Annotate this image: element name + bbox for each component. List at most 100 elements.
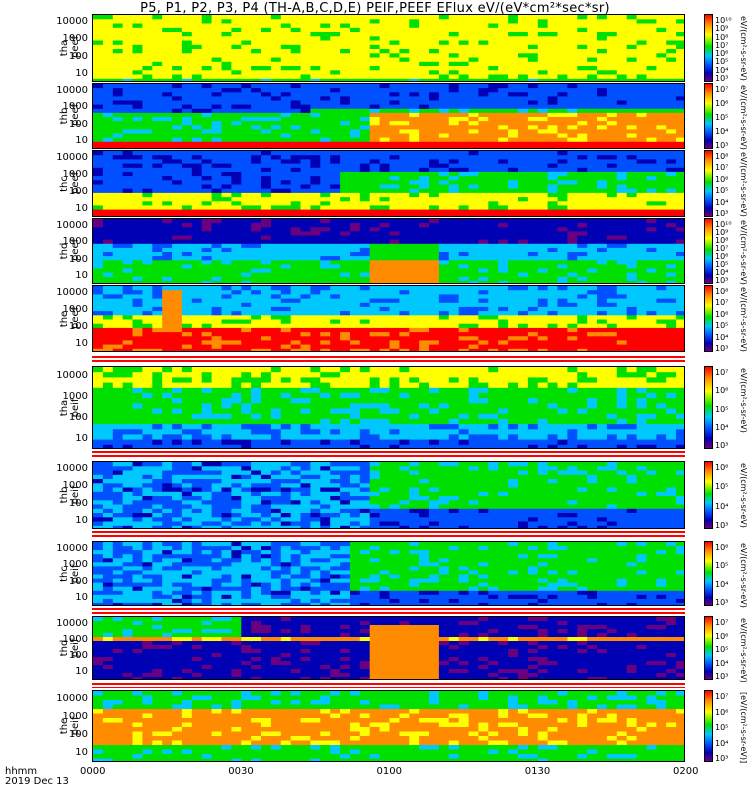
heatmap-cell (369, 227, 381, 232)
heatmap-cell (458, 209, 470, 215)
heatmap-cell (616, 213, 628, 216)
heatmap-cell (261, 201, 272, 207)
heatmap-cell (498, 290, 509, 295)
heatmap-cell (448, 44, 460, 50)
heatmap-cell (527, 19, 539, 25)
heatmap-cell (498, 108, 509, 114)
heatmap-cell (458, 141, 470, 147)
heatmap-cell (359, 163, 371, 169)
heatmap-cell (409, 336, 420, 342)
heatmap-cell (142, 104, 153, 110)
heatmap-cell (181, 223, 193, 228)
heatmap-cell (270, 302, 282, 308)
heatmap-cell (330, 133, 341, 139)
heatmap-cell (251, 88, 262, 93)
heatmap-cell (577, 163, 588, 169)
heatmap-cell (389, 311, 400, 316)
heatmap-cell (419, 53, 430, 59)
heatmap-cell (241, 184, 252, 190)
heatmap-cell (142, 70, 153, 76)
heatmap-cell (211, 184, 223, 190)
heatmap-cell (241, 280, 252, 283)
heatmap-cell (597, 272, 608, 278)
heatmap-cell (468, 15, 480, 20)
heatmap-cell (132, 121, 143, 126)
heatmap-cell (577, 15, 588, 20)
heatmap-cell (547, 155, 559, 160)
heatmap-cell (359, 19, 371, 25)
heatmap-cell (102, 23, 114, 29)
heatmap-cell (93, 344, 104, 350)
heatmap-cell (616, 133, 628, 139)
heatmap-cell (419, 112, 430, 118)
heatmap-cell (241, 315, 252, 321)
heatmap-cell (478, 231, 489, 237)
heatmap-cell (488, 100, 499, 106)
heatmap-cell (320, 49, 331, 54)
heatmap-cell (112, 184, 124, 190)
heatmap-cell (547, 205, 559, 211)
heatmap-cell (102, 104, 114, 110)
heatmap-cell (201, 84, 213, 89)
heatmap-cell (518, 319, 529, 325)
heatmap-cell (438, 235, 450, 241)
heatmap-cell (340, 223, 351, 228)
heatmap-cell (211, 163, 223, 169)
heatmap-cell (577, 145, 588, 148)
heatmap-cell (181, 133, 193, 139)
heatmap-cell (300, 323, 311, 329)
heatmap-cell (676, 336, 684, 342)
heatmap-cell (409, 40, 420, 46)
colorbar-tick-label: 10⁵ (715, 57, 729, 67)
heatmap-cell (201, 276, 213, 282)
heatmap-cell (231, 235, 242, 241)
heatmap-cell (508, 70, 519, 76)
heatmap-cell (261, 332, 272, 337)
heatmap-cell (142, 286, 153, 291)
heatmap-cell (567, 92, 578, 97)
heatmap-cell (438, 32, 450, 37)
heatmap-cell (369, 188, 381, 194)
heatmap-cell (181, 151, 193, 156)
heatmap-cell (152, 176, 163, 181)
colorbar-unit-label: eV/(cm²-s-sr-eV) (739, 85, 748, 150)
heatmap-cell (251, 15, 262, 20)
heatmap-cell (300, 92, 311, 97)
heatmap-cell (290, 268, 302, 274)
heatmap-cell (231, 201, 242, 207)
heatmap-cell (112, 188, 124, 194)
heatmap-cell (438, 15, 450, 20)
heatmap-cell (508, 176, 519, 181)
heatmap-cell (172, 188, 183, 194)
heatmap-cell (527, 44, 539, 50)
heatmap-cell (656, 294, 667, 300)
heatmap-cell (280, 294, 292, 300)
heatmap-cell (429, 167, 440, 173)
heatmap-cell (547, 23, 559, 29)
heatmap-cell (468, 40, 480, 46)
heatmap-cell (93, 315, 104, 321)
heatmap-cell (458, 40, 470, 46)
heatmap-cell (211, 197, 223, 202)
heatmap-cell (468, 155, 480, 160)
heatmap-cell (211, 264, 223, 270)
heatmap-cell (152, 121, 163, 126)
heatmap-cell (488, 171, 499, 177)
heatmap-cell (438, 49, 450, 54)
heatmap-cell (537, 290, 549, 295)
heatmap-cell (438, 176, 450, 181)
heatmap-cell (102, 276, 114, 282)
heatmap-cell (508, 133, 519, 139)
heatmap-cell (676, 171, 684, 177)
heatmap-cell (181, 184, 193, 190)
y-tick-label: 10000 (56, 287, 88, 299)
heatmap-cell (330, 252, 341, 257)
heatmap-cell (508, 53, 519, 59)
heatmap-cell (162, 272, 173, 278)
heatmap-cell (280, 306, 292, 312)
heatmap-cell (626, 348, 638, 351)
heatmap-cell (340, 219, 351, 224)
heatmap-cell (300, 256, 311, 261)
heatmap-cell (508, 209, 519, 215)
heatmap-cell (350, 243, 361, 249)
